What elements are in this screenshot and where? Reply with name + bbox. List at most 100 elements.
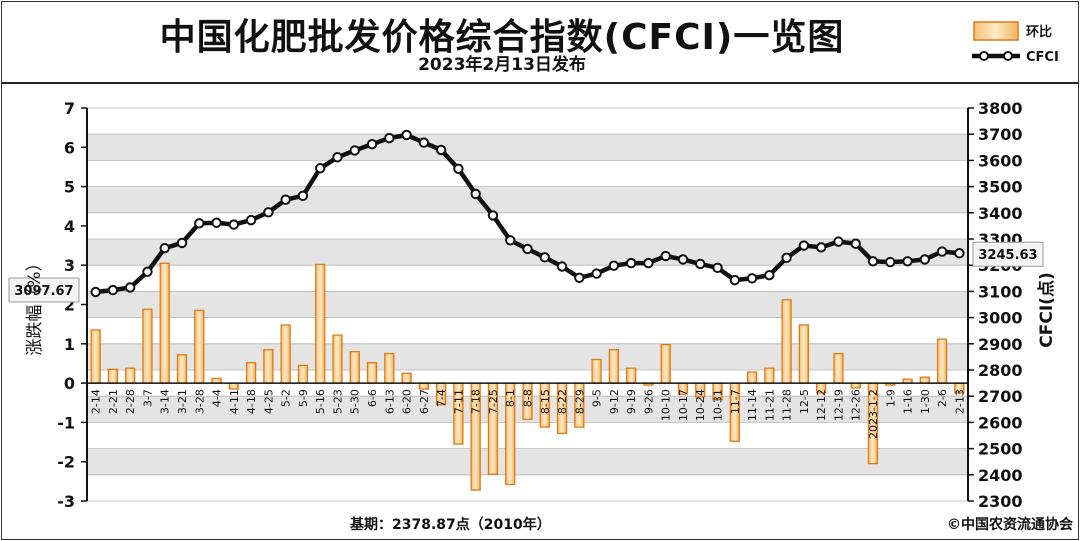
bar-11-28 xyxy=(781,299,792,384)
y-left-label: 3 xyxy=(64,256,75,275)
legend-bar-swatch xyxy=(973,21,1019,41)
x-label-9-19: 9-19 xyxy=(625,389,638,414)
gridlines xyxy=(87,107,968,502)
cfci-point-6-20 xyxy=(401,129,412,141)
bar-5-9 xyxy=(297,364,309,384)
y-right-label: 3700 xyxy=(978,125,1023,144)
x-label-4-4: 4-4 xyxy=(211,389,224,407)
annotation-first-value: 3097.67 xyxy=(14,284,73,299)
x-label-2-13: 2-13 xyxy=(953,389,966,414)
bar-9-19 xyxy=(626,367,637,384)
chart-header: 中国化肥批发价格综合指数(CFCI)一览图 2023年2月13日发布 xyxy=(2,2,1078,84)
x-label-2-6: 2-6 xyxy=(936,389,949,407)
bar-3-14 xyxy=(159,262,170,384)
x-label-3-28: 3-28 xyxy=(193,389,206,414)
cfci-point-9-12 xyxy=(608,260,620,271)
x-label-9-26: 9-26 xyxy=(642,389,655,414)
y-left-label: 4 xyxy=(64,217,75,236)
y-right-label: 3100 xyxy=(978,282,1023,301)
y-left-tick-labels: -3 -2 -1 0 1 2 3 4 5 6 7 xyxy=(57,99,75,511)
bar-5-30 xyxy=(349,351,360,384)
bar-12-19 xyxy=(833,352,844,384)
y-right-label: 3400 xyxy=(978,204,1023,223)
y-left-label: 2 xyxy=(64,296,75,315)
x-label-11-28: 11-28 xyxy=(781,389,794,421)
x-label-7-25: 7-25 xyxy=(487,389,500,414)
x-label-8-8: 8-8 xyxy=(522,389,535,407)
bar-11-21 xyxy=(764,367,775,384)
cfci-point-10-31 xyxy=(712,262,723,274)
x-label-1-16: 1-16 xyxy=(902,389,915,414)
y-left-label: -2 xyxy=(57,453,75,472)
bar-4-11 xyxy=(228,382,239,390)
y-right-tick-labels: 2300240025002600270028002900300031003200… xyxy=(978,99,1023,511)
bar-3-7 xyxy=(142,308,153,384)
bar-3-21 xyxy=(176,354,188,384)
bar-11-14 xyxy=(746,371,758,384)
cfci-point-2-14 xyxy=(90,286,101,298)
x-label-2-28: 2-28 xyxy=(124,389,137,414)
bar-5-2 xyxy=(280,324,291,384)
cfci-point-12-19 xyxy=(833,236,844,247)
cfci-point-2-13 xyxy=(954,248,965,259)
x-label-6-20: 6-20 xyxy=(401,389,414,414)
x-label-2-14: 2-14 xyxy=(90,389,103,414)
x-label-8-29: 8-29 xyxy=(573,389,586,414)
x-label-7-18: 7-18 xyxy=(470,389,483,414)
annotation-first-value-box xyxy=(8,277,80,303)
y-right-label: 2800 xyxy=(978,361,1023,380)
cfci-point-6-6 xyxy=(366,138,378,150)
bar-2-28 xyxy=(125,367,136,384)
bar-6-13 xyxy=(384,352,395,384)
bar-6-27 xyxy=(418,382,429,390)
cfci-point-9-19 xyxy=(625,257,637,269)
x-label-12-19: 12-19 xyxy=(832,389,845,421)
cfci-point-8-8 xyxy=(522,243,533,255)
cfci-point-6-13 xyxy=(384,132,395,144)
bar-12-5 xyxy=(798,324,810,384)
x-label-11-7: 11-7 xyxy=(729,389,742,414)
x-label-7-4: 7-4 xyxy=(435,389,448,407)
cfci-point-1-16 xyxy=(902,256,913,267)
y-axis-right-title: CFCI(点) xyxy=(1036,272,1057,347)
x-label-7-11: 7-11 xyxy=(452,389,465,414)
cfci-point-1-30 xyxy=(919,254,931,265)
legend: 环比 CFCI xyxy=(972,21,1059,65)
cfci-point-10-17 xyxy=(677,254,689,265)
cfci-point-5-16 xyxy=(315,163,326,174)
cfci-point-10-24 xyxy=(695,258,706,270)
x-label-2-21: 2-21 xyxy=(107,389,120,414)
bar-1-30 xyxy=(919,376,930,384)
y-left-label: 7 xyxy=(64,99,75,118)
x-label-10-24: 10-24 xyxy=(694,389,707,421)
bar-9-12 xyxy=(608,349,620,384)
legend-bar-label: 环比 xyxy=(1026,24,1052,40)
cfci-point-11-7 xyxy=(729,274,740,286)
cfci-point-8-15 xyxy=(539,252,550,263)
bar-6-6 xyxy=(366,362,378,384)
x-label-4-11: 4-11 xyxy=(228,389,241,414)
cfci-point-6-27 xyxy=(418,137,430,148)
x-label-9-12: 9-12 xyxy=(608,389,621,414)
x-label-11-21: 11-21 xyxy=(763,389,776,421)
cfci-point-2-21 xyxy=(107,284,119,296)
x-label-8-15: 8-15 xyxy=(539,389,552,414)
cfci-point-8-22 xyxy=(556,261,568,272)
bar-3-28 xyxy=(194,309,205,384)
axes xyxy=(81,107,974,502)
cfci-point-4-25 xyxy=(263,207,274,218)
annotation-last-value-box xyxy=(972,241,1044,267)
chart-footer: 基期：2378.87点（2010年） ©中国农资流通协会 xyxy=(350,516,1074,533)
bar-2-21 xyxy=(107,368,119,384)
x-label-10-17: 10-17 xyxy=(677,389,690,421)
y-left-label: 0 xyxy=(64,374,75,393)
y-right-label: 3000 xyxy=(978,309,1023,328)
x-label-3-21: 3-21 xyxy=(176,389,189,414)
copyright-note: ©中国农资流通协会 xyxy=(947,516,1074,533)
cfci-point-5-2 xyxy=(280,194,291,205)
y-left-label: 1 xyxy=(64,335,75,354)
bar-9-5 xyxy=(591,358,602,384)
x-label-10-31: 10-31 xyxy=(712,389,725,421)
y-right-label: 2900 xyxy=(978,335,1023,354)
cfci-point-11-14 xyxy=(746,273,758,284)
